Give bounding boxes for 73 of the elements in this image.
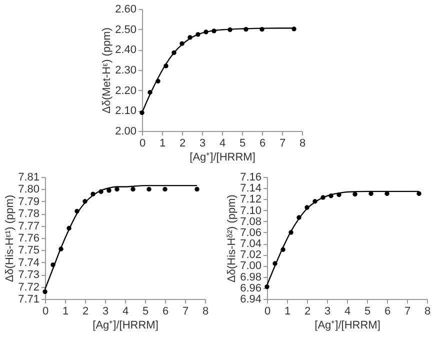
x-tick-label: 4 (122, 306, 129, 318)
y-tick-label: 2.50 (115, 24, 136, 36)
x-tick-label: 5 (142, 306, 149, 318)
x-tick-label: 4 (344, 306, 351, 318)
point (194, 186, 200, 192)
y-tick-label: 7.08 (240, 216, 262, 228)
y-tick-label: 7.77 (18, 220, 40, 232)
x-axis-title: [Ag⁺]/[HRRM] (314, 320, 380, 332)
y-tick-label: 7.74 (18, 256, 40, 269)
point (130, 186, 136, 192)
y-tick-label: 7.16 (240, 172, 262, 184)
y-axis-title: Δδ(His-Hᵋ¹) (ppm) (4, 194, 16, 282)
point (352, 192, 358, 197)
x-tick-label: 5 (239, 138, 246, 150)
y-tick-label: 6.98 (240, 271, 262, 284)
x-tick-label: 3 (102, 306, 109, 318)
y-tick-label: 7.06 (240, 226, 262, 239)
x-tick-label: 8 (299, 138, 306, 150)
y-axis-title: Δδ(Met-Hᵋ) (ppm) (101, 27, 114, 114)
x-tick-label: 7 (404, 306, 411, 318)
x-tick-label: 6 (384, 306, 391, 318)
y-tick-label: 2.00 (115, 126, 136, 138)
y-tick-label: 7.04 (240, 238, 262, 250)
point (114, 186, 120, 192)
point (42, 289, 48, 294)
y-tick-label: 7.12 (240, 194, 262, 206)
x-tick-label: 3 (324, 306, 331, 318)
y-tick-label: 2.10 (115, 105, 136, 118)
x-tick-label: 2 (179, 138, 186, 150)
y-tick-label: 2.40 (115, 44, 136, 56)
y-tick-label: 2.30 (115, 64, 136, 76)
y-tick-label: 2.60 (115, 4, 136, 16)
x-tick-label: 0 (42, 306, 49, 318)
y-tick-label: 7.81 (18, 172, 40, 184)
y-tick-label: 7.79 (18, 196, 40, 208)
x-tick-label: 4 (219, 138, 226, 150)
point (264, 284, 270, 290)
y-tick-label: 7.73 (18, 269, 40, 282)
x-tick-label: 7 (279, 138, 286, 150)
point (416, 191, 422, 196)
y-tick-label: 7.75 (18, 244, 40, 257)
x-axis-title: [Ag⁺]/[HRRM] (190, 152, 256, 164)
point (162, 186, 168, 192)
y-tick-label: 7.71 (18, 294, 40, 306)
x-tick-label: 2 (82, 306, 89, 318)
x-tick-label: 6 (259, 138, 266, 150)
x-tick-label: 0 (139, 138, 146, 150)
y-tick-label: 2.20 (115, 84, 136, 97)
y-tick-label: 7.72 (18, 281, 40, 294)
x-tick-label: 8 (202, 306, 209, 318)
y-tick-label: 7.14 (240, 182, 262, 195)
y-tick-label: 7.10 (240, 204, 262, 217)
x-tick-label: 7 (182, 306, 189, 318)
y-tick-label: 6.96 (240, 282, 262, 294)
x-tick-label: 2 (304, 306, 311, 318)
x-tick-label: 1 (284, 306, 291, 318)
x-tick-label: 0 (264, 306, 271, 318)
point (146, 186, 152, 192)
y-axis-title: Δδ(His-Hᵟ²) (ppm) (226, 194, 238, 282)
x-tick-label: 8 (424, 306, 431, 318)
y-tick-label: 7.78 (18, 208, 40, 220)
x-tick-label: 1 (62, 306, 69, 318)
y-tick-label: 7.76 (18, 232, 40, 244)
x-tick-label: 3 (199, 138, 206, 150)
x-tick-label: 6 (162, 306, 169, 318)
point (106, 188, 112, 193)
y-tick-label: 6.94 (240, 294, 262, 306)
y-tick-label: 7.02 (240, 249, 262, 262)
y-tick-label: 7.80 (18, 184, 40, 196)
x-tick-label: 1 (159, 138, 166, 150)
x-axis-title: [Ag⁺]/[HRRM] (92, 320, 158, 332)
y-tick-label: 7.00 (240, 260, 262, 272)
x-tick-label: 5 (364, 306, 371, 318)
